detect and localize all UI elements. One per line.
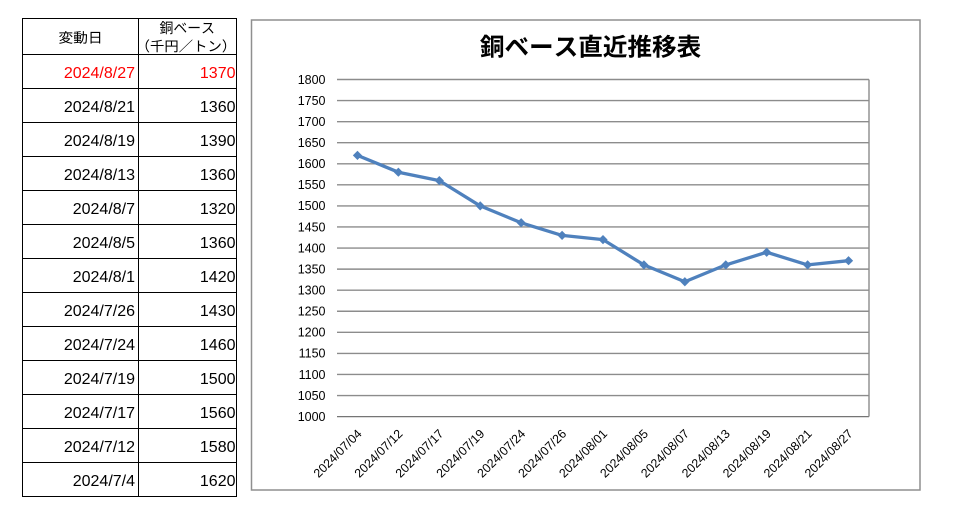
svg-text:1800: 1800 <box>298 73 326 87</box>
svg-text:1000: 1000 <box>298 410 326 424</box>
svg-text:1300: 1300 <box>298 283 326 297</box>
svg-text:1250: 1250 <box>298 305 326 319</box>
svg-text:1600: 1600 <box>298 157 326 171</box>
svg-text:1350: 1350 <box>298 262 326 276</box>
svg-text:1150: 1150 <box>299 347 326 361</box>
svg-text:1750: 1750 <box>298 94 326 108</box>
svg-text:1200: 1200 <box>298 326 326 340</box>
svg-text:1650: 1650 <box>298 136 326 150</box>
svg-text:1100: 1100 <box>299 368 326 382</box>
svg-text:1450: 1450 <box>298 220 326 234</box>
svg-text:1400: 1400 <box>298 241 326 255</box>
svg-text:1500: 1500 <box>298 199 326 213</box>
svg-text:1550: 1550 <box>298 178 326 192</box>
svg-text:1700: 1700 <box>298 115 326 129</box>
svg-text:1050: 1050 <box>298 389 326 403</box>
